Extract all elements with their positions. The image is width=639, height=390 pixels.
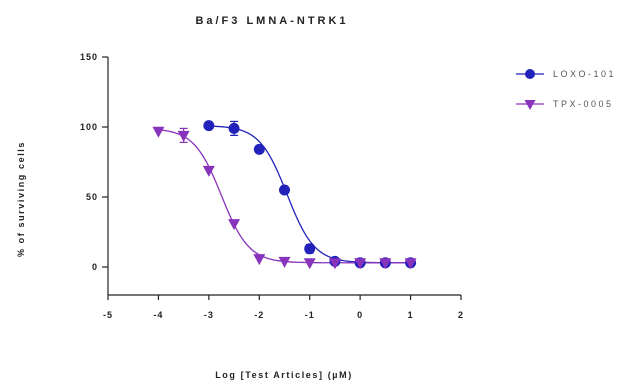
x-tick-label: 2 [458, 310, 464, 320]
data-markers [152, 120, 417, 270]
data-point [253, 254, 266, 266]
data-point [177, 130, 190, 142]
data-point [354, 258, 367, 270]
data-point [404, 258, 417, 270]
y-tick-label: 150 [80, 52, 98, 62]
data-point [278, 256, 291, 268]
x-tick-label: 1 [408, 310, 414, 320]
x-ticks: -5 -4 -3 -2 -1 0 1 2 [103, 295, 464, 320]
data-point [303, 258, 316, 270]
data-point [202, 165, 215, 177]
data-point [228, 122, 240, 134]
data-point [203, 120, 215, 132]
x-axis-label: Log [Test Articles] (µM) [215, 370, 353, 380]
data-point [304, 243, 316, 255]
data-point [524, 100, 536, 110]
axes [107, 57, 461, 296]
x-tick-label: 0 [357, 310, 363, 320]
data-point [279, 184, 290, 196]
x-tick-label: -5 [103, 310, 113, 320]
data-point [228, 219, 241, 231]
data-point [253, 143, 265, 155]
y-ticks: 0 50 100 150 [80, 52, 108, 272]
chart-title: Ba/F3 LMNA-NTRK1 [195, 15, 348, 27]
y-tick-label: 0 [92, 262, 98, 272]
y-axis-label: % of surviving cells [16, 141, 26, 257]
legend-label: LOXO-101 [553, 69, 616, 79]
data-point [328, 258, 341, 270]
fit-curve [158, 129, 411, 264]
data-point [525, 69, 535, 79]
legend-label: TPX-0005 [553, 99, 614, 109]
y-tick-label: 50 [86, 192, 98, 202]
x-tick-label: -4 [153, 310, 163, 320]
x-tick-label: -2 [254, 310, 264, 320]
x-tick-label: -3 [204, 310, 214, 320]
legend: LOXO-101 TPX-0005 [516, 69, 616, 110]
y-tick-label: 100 [80, 122, 98, 132]
data-point [152, 126, 165, 138]
data-point [379, 258, 392, 270]
fit-curve [208, 125, 411, 264]
x-tick-label: -1 [305, 310, 315, 320]
